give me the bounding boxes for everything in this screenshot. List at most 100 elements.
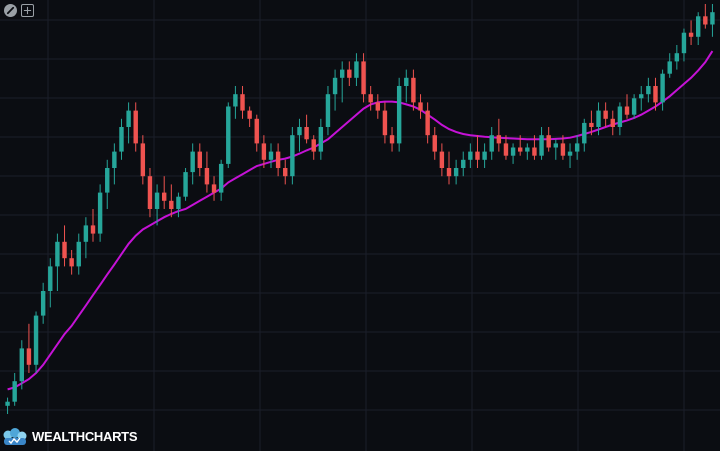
candle[interactable] [710,4,715,37]
candle[interactable] [304,114,309,144]
candle[interactable] [631,94,637,119]
candle[interactable] [126,102,131,144]
candle[interactable] [468,143,473,168]
candle[interactable] [574,135,580,160]
candle[interactable] [247,106,252,128]
candle[interactable] [254,114,259,152]
candle[interactable] [347,61,352,86]
candle[interactable] [204,151,210,193]
candle[interactable] [553,139,559,160]
candle[interactable] [639,86,644,111]
candle[interactable] [546,127,551,152]
candle[interactable] [418,94,423,119]
candle[interactable] [624,94,630,119]
candle[interactable] [69,250,74,275]
candle[interactable] [446,151,452,185]
candle[interactable] [119,118,124,160]
candle[interactable] [396,77,402,152]
candle[interactable] [703,4,708,29]
candle[interactable] [582,118,587,152]
candle[interactable] [539,127,544,160]
candle[interactable] [425,102,430,144]
candle[interactable] [197,143,203,177]
add-icon[interactable] [21,4,34,17]
candle[interactable] [525,143,530,160]
candle[interactable] [76,233,81,275]
candle[interactable] [503,135,509,160]
candle[interactable] [190,143,195,185]
candle[interactable] [389,127,395,152]
candle[interactable] [169,184,174,218]
candle[interactable] [161,176,167,209]
candle[interactable] [674,45,680,70]
candle[interactable] [26,323,32,373]
candle[interactable] [368,86,373,111]
candle[interactable] [411,69,416,111]
candle[interactable] [681,28,687,62]
candle[interactable] [461,151,466,177]
candle[interactable] [432,127,437,160]
candle[interactable] [97,184,103,242]
candle[interactable] [517,135,523,156]
candle[interactable] [133,102,138,152]
candle[interactable] [290,127,295,185]
candle[interactable] [147,168,153,218]
candle[interactable] [40,282,46,324]
candle[interactable] [311,135,316,160]
candle[interactable] [354,53,359,86]
candle[interactable] [5,397,10,414]
candle[interactable] [226,102,231,168]
candle[interactable] [653,77,658,111]
candle[interactable] [154,184,160,226]
candle[interactable] [275,143,281,177]
candle[interactable] [112,143,117,185]
candle[interactable] [532,135,537,160]
candle[interactable] [482,143,487,168]
candle[interactable] [19,340,25,390]
candle[interactable] [688,20,694,45]
candle[interactable] [617,102,623,136]
draw-tool-icon[interactable] [4,4,17,17]
candle[interactable] [332,69,338,111]
candle[interactable] [55,233,60,291]
candle[interactable] [453,159,459,185]
candle[interactable] [475,135,480,168]
candle[interactable] [12,373,17,406]
candle[interactable] [339,61,345,103]
candle[interactable] [33,311,39,374]
candle[interactable] [83,217,89,259]
candle[interactable] [646,77,651,103]
candle[interactable] [510,143,516,164]
candle[interactable] [361,53,366,103]
candle[interactable] [589,110,594,136]
candle[interactable] [596,102,601,136]
candle[interactable] [667,53,672,78]
candle[interactable] [105,159,110,209]
candle[interactable] [176,192,181,218]
candle[interactable] [382,102,388,144]
candle[interactable] [318,118,324,160]
candle[interactable] [90,209,96,242]
candle[interactable] [660,69,665,111]
candle[interactable] [140,135,146,185]
candle[interactable] [325,86,331,136]
candle[interactable] [404,69,409,103]
candle[interactable] [496,118,502,152]
candle[interactable] [48,258,53,308]
candle[interactable] [567,143,573,168]
candle[interactable] [233,86,238,119]
candle[interactable] [183,168,188,201]
candle[interactable] [211,176,217,201]
candle[interactable] [439,143,445,177]
candle[interactable] [489,127,494,160]
candle[interactable] [297,118,302,152]
candle[interactable] [218,159,224,201]
candle[interactable] [268,143,274,168]
candle[interactable] [261,135,267,168]
candle[interactable] [240,86,245,119]
candle[interactable] [610,110,615,136]
candle[interactable] [62,225,67,267]
candle[interactable] [283,159,288,185]
candle[interactable] [560,135,566,160]
candle[interactable] [375,94,381,119]
